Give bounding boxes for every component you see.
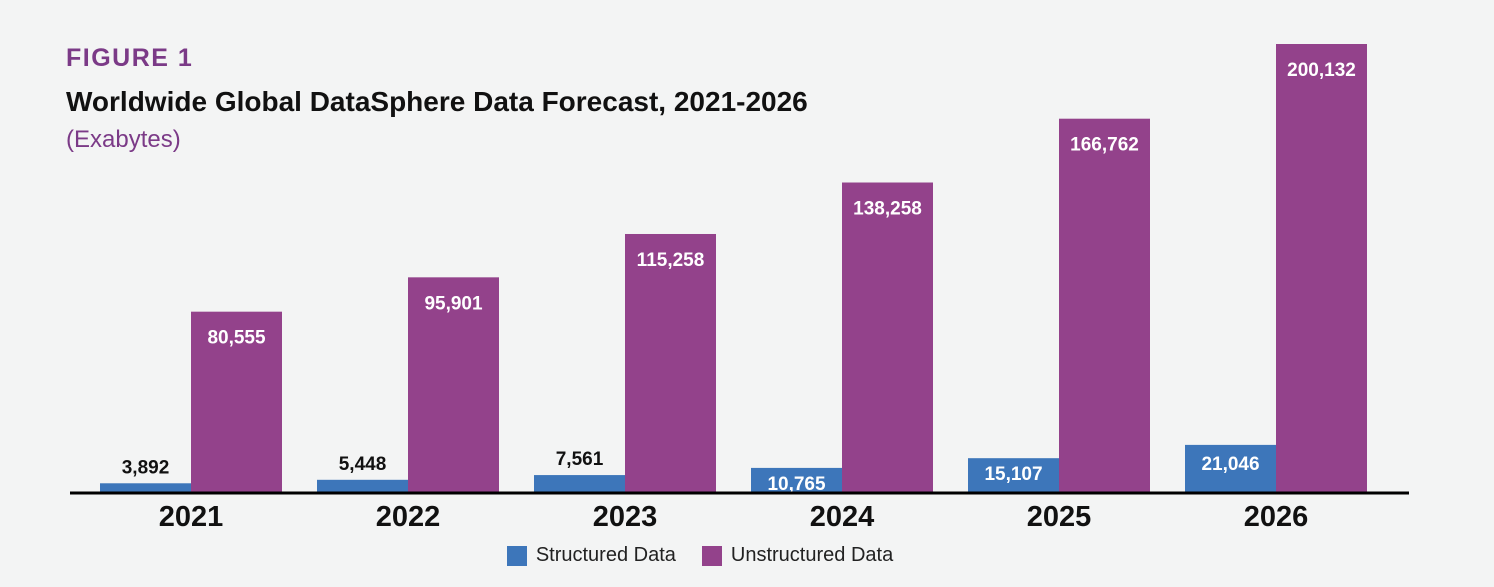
legend-item-structured: Structured Data bbox=[506, 544, 676, 567]
legend-swatch-unstructured bbox=[701, 545, 722, 566]
chart-subtitle: (Exabytes) bbox=[66, 126, 181, 153]
data-label-structured-2025: 15,107 bbox=[984, 464, 1042, 485]
data-label-structured-2021: 3,892 bbox=[122, 457, 170, 478]
legend-label-unstructured: Unstructured Data bbox=[730, 544, 894, 566]
bar-structured-2023 bbox=[534, 475, 625, 492]
bar-structured-2021 bbox=[100, 483, 191, 492]
bar-structured-2026 bbox=[1185, 444, 1276, 492]
bar-unstructured-2026 bbox=[1276, 44, 1367, 492]
data-label-structured-2023: 7,561 bbox=[556, 449, 604, 470]
bar-unstructured-2025 bbox=[1059, 118, 1150, 493]
data-label-unstructured-2024: 138,258 bbox=[853, 199, 922, 220]
bar-structured-2025 bbox=[968, 458, 1059, 492]
data-label-unstructured-2022: 95,901 bbox=[424, 293, 483, 314]
data-label-unstructured-2025: 166,762 bbox=[1070, 135, 1139, 156]
bar-unstructured-2022 bbox=[408, 277, 499, 492]
x-tick-label-2024: 2024 bbox=[810, 501, 875, 533]
bar-unstructured-2023 bbox=[625, 233, 716, 492]
x-tick-label-2023: 2023 bbox=[593, 501, 658, 533]
x-tick-label-2021: 2021 bbox=[159, 501, 224, 533]
bar-unstructured-2021 bbox=[191, 311, 282, 492]
legend: Structured Data Unstructured Data bbox=[0, 544, 1400, 567]
bar-unstructured-2024 bbox=[842, 182, 933, 492]
figure-label: FIGURE 1 bbox=[66, 44, 194, 72]
legend-item-unstructured: Unstructured Data bbox=[701, 544, 894, 567]
data-label-structured-2022: 5,448 bbox=[339, 454, 387, 475]
bar-structured-2024 bbox=[751, 467, 842, 492]
x-tick-label-2022: 2022 bbox=[376, 501, 441, 533]
legend-label-structured: Structured Data bbox=[535, 544, 676, 566]
data-label-unstructured-2023: 115,258 bbox=[637, 250, 705, 271]
chart-title: Worldwide Global DataSphere Data Forecas… bbox=[66, 86, 808, 117]
data-label-structured-2024: 10,765 bbox=[767, 474, 826, 495]
x-tick-label-2026: 2026 bbox=[1244, 501, 1309, 533]
x-tick-label-2025: 2025 bbox=[1027, 501, 1092, 533]
legend-swatch-structured bbox=[506, 545, 527, 566]
bar-structured-2022 bbox=[317, 479, 408, 492]
data-label-structured-2026: 21,046 bbox=[1201, 454, 1259, 475]
data-label-unstructured-2021: 80,555 bbox=[207, 328, 266, 349]
data-label-unstructured-2026: 200,132 bbox=[1287, 60, 1356, 81]
